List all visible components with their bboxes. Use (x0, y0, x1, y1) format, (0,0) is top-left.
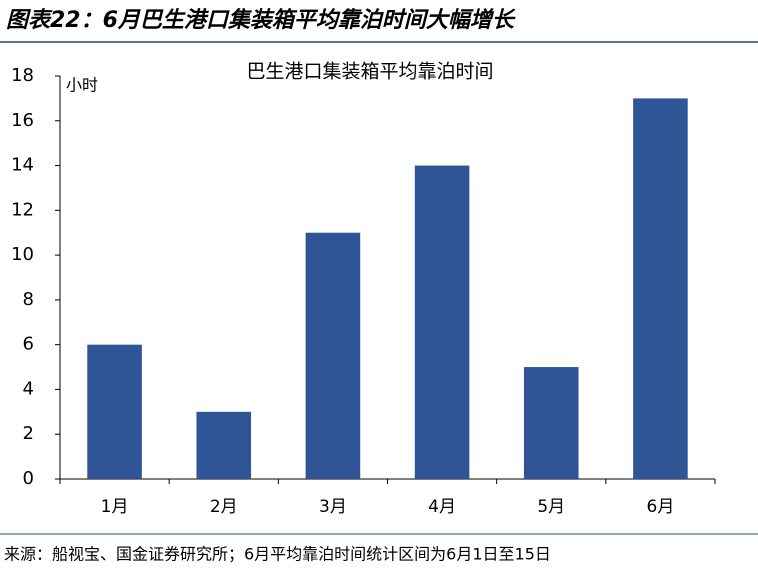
x-tick-label: 6月 (647, 497, 675, 517)
y-tick-label: 12 (11, 199, 34, 220)
bar (305, 232, 361, 479)
x-tick-label: 5月 (537, 497, 565, 517)
page-title: 图表22：6月巴生港口集装箱平均靠泊时间大幅增长 (6, 7, 516, 33)
y-tick-label: 10 (11, 244, 34, 265)
x-tick-label: 1月 (101, 497, 129, 517)
y-tick-label: 4 (23, 378, 34, 399)
y-tick-label: 18 (11, 65, 34, 86)
y-tick-label: 2 (23, 423, 34, 444)
y-tick-label: 8 (23, 289, 34, 310)
y-tick-label: 16 (11, 110, 34, 131)
bar (414, 165, 470, 480)
chart-title: 巴生港口集装箱平均靠泊时间 (246, 61, 493, 83)
bar (523, 367, 579, 479)
y-tick-label: 14 (11, 155, 34, 176)
x-tick-label: 3月 (319, 497, 347, 517)
x-tick-label: 4月 (428, 497, 456, 517)
y-tick-label: 6 (23, 334, 34, 355)
bar (196, 411, 252, 479)
x-tick-label: 2月 (210, 497, 238, 517)
source-note: 来源：船视宝、国金证券研究所；6月平均靠泊时间统计区间为6月1日至15日 (4, 545, 551, 564)
y-tick-label: 0 (23, 468, 34, 489)
bar (87, 344, 142, 479)
bar (633, 98, 688, 479)
y-unit: 小时 (66, 76, 98, 95)
